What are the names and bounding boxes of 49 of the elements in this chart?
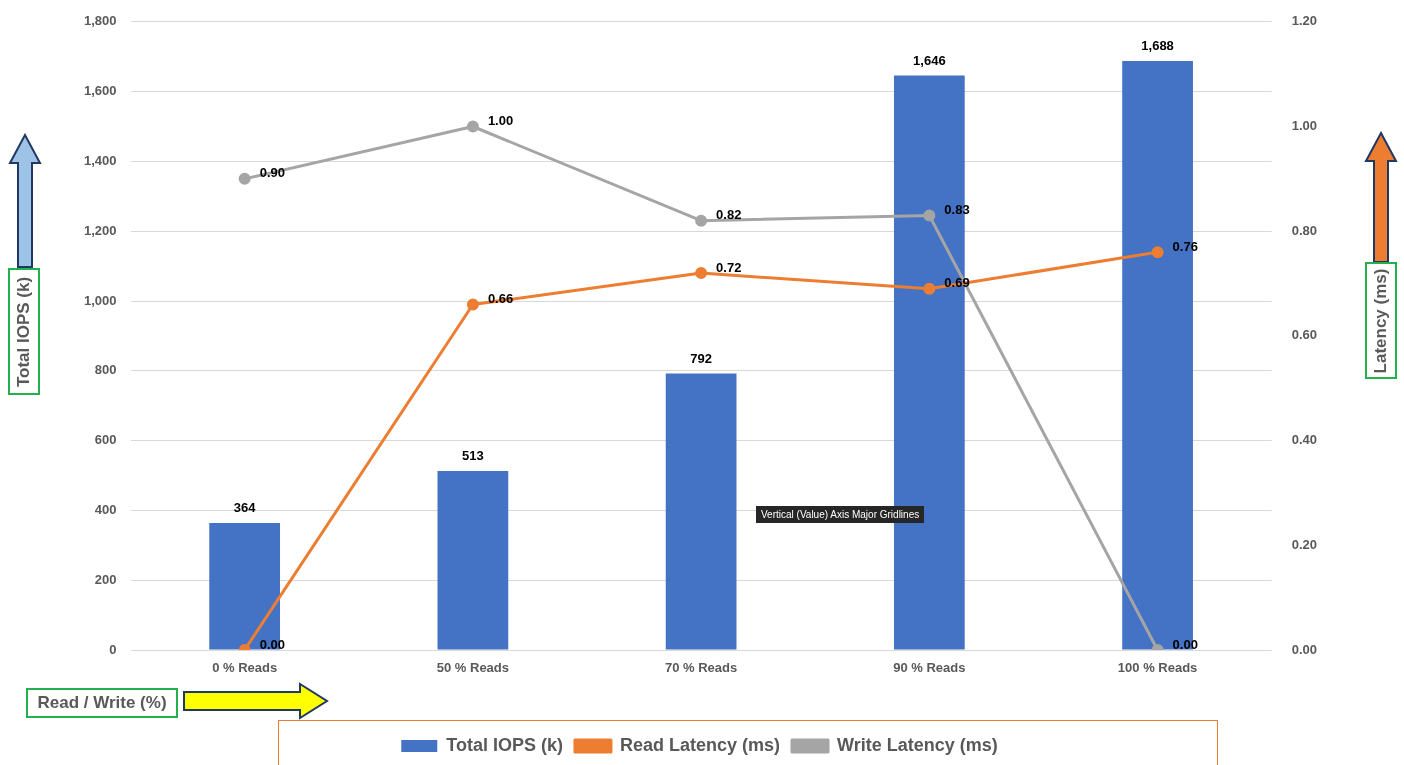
y-tick-label: 1,800 <box>83 13 117 29</box>
data-label: 364 <box>233 500 257 516</box>
data-label: 792 <box>690 350 712 366</box>
y-tick-label: 0 <box>109 641 117 657</box>
bar <box>437 470 509 650</box>
y-tick-label: 400 <box>94 501 117 517</box>
y2-tick-label: 0.40 <box>1291 432 1318 448</box>
x-tick-label: 70 % Reads <box>664 660 738 676</box>
y-tick-label: 1,000 <box>83 292 117 308</box>
data-label: 1,688 <box>1141 37 1174 53</box>
y-tick-label: 1,200 <box>83 222 117 238</box>
point <box>466 120 479 133</box>
y-axis-title: Total IOPS (k) <box>14 276 34 387</box>
data-label: 0.82 <box>716 207 742 223</box>
point <box>695 214 708 227</box>
data-label: 0.69 <box>944 275 970 291</box>
y-tick-label: 1,400 <box>83 152 117 168</box>
x-tick-label: 100 % Reads <box>1117 660 1198 676</box>
legend-label: Total IOPS (k) <box>446 734 563 755</box>
y-tick-label: 800 <box>94 362 117 378</box>
legend-label: Read Latency (ms) <box>619 734 781 755</box>
data-label: 0.72 <box>716 259 742 275</box>
x-tick-label: 0 % Reads <box>212 660 278 676</box>
x-axis-title: Read / Write (%) <box>26 688 178 718</box>
y-tick-label: 600 <box>94 432 117 448</box>
y2-tick-label: 1.00 <box>1291 118 1318 134</box>
y2-tick-label: 0.80 <box>1291 222 1318 238</box>
y-tick-label: 1,600 <box>83 83 117 99</box>
y2-axis-title: Latency (ms) <box>1371 268 1391 373</box>
y-tick-label: 200 <box>94 571 117 587</box>
x-tick-label: 50 % Reads <box>436 660 510 676</box>
bar <box>665 373 737 650</box>
point <box>923 209 936 222</box>
y2-tick-label: 1.20 <box>1291 13 1318 29</box>
y2-tick-label: 0.20 <box>1291 536 1318 552</box>
data-label: 1,646 <box>913 52 946 68</box>
legend-label: Write Latency (ms) <box>837 734 998 755</box>
point <box>695 267 708 280</box>
data-label: 0.90 <box>259 165 285 181</box>
y2-tick-label: 0.60 <box>1291 327 1318 343</box>
y2-tick-label: 0.00 <box>1291 641 1318 657</box>
x-tick-label: 90 % Reads <box>893 660 966 676</box>
point <box>923 282 936 295</box>
data-label: 513 <box>462 448 484 464</box>
annotation: Vertical (Value) Axis Major Gridlines <box>756 506 925 523</box>
data-label: 1.00 <box>487 113 514 129</box>
point <box>238 172 251 185</box>
point <box>1151 246 1164 259</box>
point <box>466 298 479 311</box>
